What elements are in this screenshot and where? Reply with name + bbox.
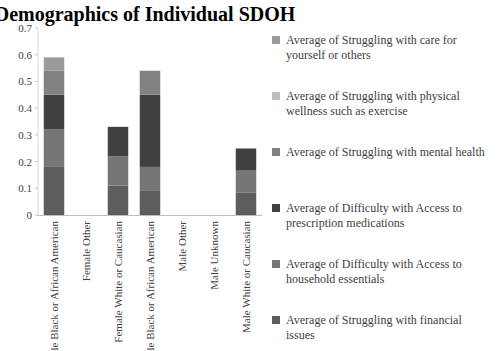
x-tick-label: Female White or Caucasian (112, 221, 124, 343)
legend-line: Average of Difficulty with Access to (286, 201, 462, 215)
bar-segment (172, 215, 192, 216)
bar-segment (76, 215, 96, 216)
x-axis (38, 215, 262, 216)
bar-segment (236, 148, 256, 149)
bar-segment (76, 215, 96, 216)
bar-segment (236, 171, 256, 193)
legend-label: Average of Struggling with mental health (286, 145, 485, 159)
bar-segment (236, 148, 256, 149)
bar-segment (108, 186, 128, 215)
legend-label: Average of Difficulty with Access tohous… (286, 257, 462, 286)
legend-label: Average of Difficulty with Access topres… (286, 201, 462, 230)
bar-segment (236, 148, 256, 170)
bar-segment (76, 215, 96, 216)
y-axis (38, 28, 39, 215)
bar-segment (204, 215, 224, 216)
legend-line: Average of Struggling with physical (286, 89, 460, 103)
x-tick-label: Male Other (176, 221, 188, 272)
bar-segment (44, 71, 64, 95)
bar-segment (204, 215, 224, 216)
x-tick-label: Male White or Caucasian (240, 221, 252, 333)
y-tick-label: 0.7 (18, 22, 32, 34)
bar-segment (108, 126, 128, 127)
legend-line: prescription medications (286, 216, 405, 230)
bar-segment (140, 70, 160, 71)
bar-segment (236, 148, 256, 149)
y-tick-label: 0.2 (18, 156, 32, 168)
bar-segment (236, 193, 256, 215)
bar-segment (172, 215, 192, 216)
legend-label: Average of Struggling with financialissu… (286, 313, 462, 342)
legend-label: Average of Struggling with physicalwelln… (286, 89, 460, 118)
bar-segment (140, 71, 160, 95)
chart: Demographics of Individual SDOH 0 0.1 0.2 0.… (0, 0, 500, 351)
bar-segment (204, 215, 224, 216)
bar-segment (204, 215, 224, 216)
legend-swatch (272, 260, 280, 268)
bar-segment (172, 215, 192, 216)
bar-segment (204, 215, 224, 216)
bars (44, 57, 256, 215)
bar-segment (44, 167, 64, 215)
x-tick-label: Female Other (80, 221, 92, 282)
legend-swatch (272, 36, 280, 44)
bar-segment (108, 156, 128, 185)
legend-line: Average of Difficulty with Access to (286, 257, 462, 271)
bar-segment (44, 95, 64, 130)
legend-swatch (272, 148, 280, 156)
bar-segment (108, 127, 128, 156)
legend-line: Average of Struggling with financial (286, 313, 462, 327)
legend-label: Average of Struggling with care foryours… (286, 33, 457, 62)
bar-segment (108, 126, 128, 127)
bar-segment (76, 215, 96, 216)
bar-segment (44, 57, 64, 70)
bar-segment (172, 215, 192, 216)
bar-segment (140, 167, 160, 191)
y-tick-label: 0 (27, 209, 33, 221)
legend-swatch (272, 92, 280, 100)
bar-segment (140, 70, 160, 71)
legend-line: Average of Struggling with mental health (286, 145, 485, 159)
legend-swatch (272, 204, 280, 212)
y-tick-label: 0.1 (18, 182, 32, 194)
bar-segment (140, 95, 160, 167)
x-tick-label: Female Black or African American (48, 221, 60, 351)
bar-segment (140, 191, 160, 215)
legend-line: Average of Struggling with care for (286, 33, 457, 47)
legend-line: household essentials (286, 272, 385, 286)
legend-swatch (272, 316, 280, 324)
bar-segment (76, 215, 96, 216)
title: Demographics of Individual SDOH (0, 3, 296, 26)
bar-segment (76, 215, 96, 216)
legend-line: issues (286, 328, 315, 342)
legend-line: wellness such as exercise (286, 104, 408, 118)
y-tick-label: 0.5 (18, 75, 32, 87)
bar-segment (108, 126, 128, 127)
bar-segment (172, 215, 192, 216)
x-tick-label: Male Black or African American (144, 221, 156, 351)
bar-segment (204, 215, 224, 216)
legend-line: yourself or others (286, 48, 371, 62)
y-tick-label: 0.6 (18, 49, 32, 61)
y-tick-label: 0.4 (18, 102, 32, 114)
x-tick-label: Male Unknown (208, 221, 220, 290)
bar-segment (172, 215, 192, 216)
bar-segment (44, 130, 64, 167)
y-tick-label: 0.3 (18, 129, 32, 141)
